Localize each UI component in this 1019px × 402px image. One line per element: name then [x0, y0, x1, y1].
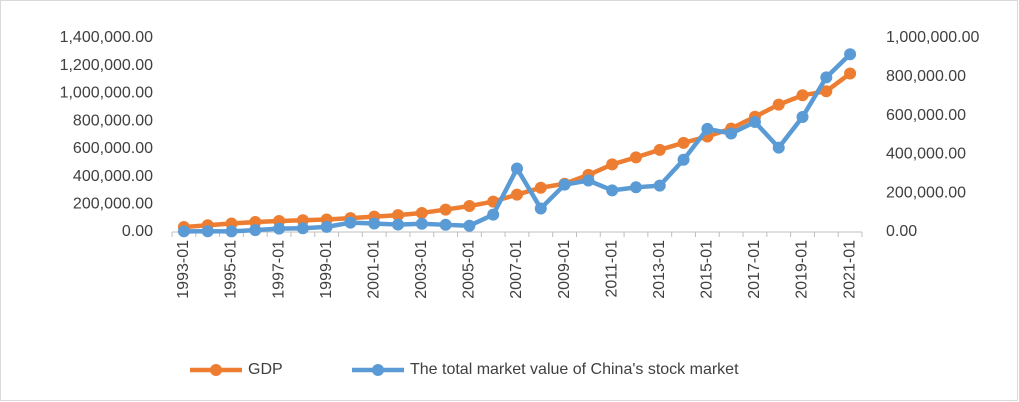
- y-tick-label: 600,000.00: [73, 140, 153, 157]
- data-point: [582, 174, 595, 187]
- data-point: [344, 216, 357, 229]
- x-tick-label: 1995-01: [223, 240, 240, 299]
- data-point: [177, 225, 190, 238]
- data-point: [844, 48, 857, 61]
- data-point: [653, 143, 666, 156]
- data-point: [415, 217, 428, 230]
- y-tick-label: 0.00: [122, 223, 153, 240]
- y2-tick-label: 400,000.00: [886, 146, 966, 163]
- data-point: [534, 181, 547, 194]
- data-point: [392, 209, 405, 222]
- data-point: [653, 179, 666, 192]
- data-point: [511, 188, 523, 201]
- y2-tick-label: 800,000.00: [886, 68, 966, 85]
- y2-tick-label: 1,000,000.00: [886, 29, 980, 46]
- data-point: [606, 184, 619, 197]
- data-point: [748, 115, 761, 128]
- data-point: [820, 71, 833, 84]
- data-point: [511, 162, 523, 175]
- y-tick-label: 800,000.00: [73, 112, 153, 129]
- data-point: [439, 218, 452, 231]
- data-point: [677, 136, 690, 149]
- x-tick-label: 2011-01: [603, 240, 620, 298]
- data-point: [796, 110, 809, 123]
- data-point: [629, 181, 642, 194]
- y-tick-label: 1,400,000.00: [60, 29, 154, 46]
- x-tick-label: 2007-01: [508, 240, 525, 299]
- x-tick-label: 1993-01: [175, 240, 192, 299]
- data-point: [820, 85, 833, 98]
- x-tick-label: 2013-01: [651, 240, 668, 299]
- data-point: [606, 158, 619, 171]
- data-point: [415, 206, 428, 219]
- data-point: [273, 222, 286, 235]
- y-tick-label: 1,000,000.00: [60, 85, 154, 102]
- data-point: [701, 122, 714, 135]
- y2-tick-label: 0.00: [886, 223, 917, 240]
- x-tick-label: 2021-01: [841, 240, 858, 299]
- data-point: [201, 225, 214, 238]
- data-point: [392, 218, 405, 231]
- data-point: [296, 222, 309, 235]
- data-point: [368, 217, 381, 230]
- data-point: [677, 153, 690, 166]
- data-point: [487, 208, 500, 221]
- data-point: [320, 220, 333, 233]
- x-tick-label: 1997-01: [270, 240, 287, 299]
- data-point: [558, 178, 571, 191]
- data-point: [463, 200, 476, 213]
- legend-marker: [210, 364, 222, 376]
- x-tick-label: 1999-01: [318, 240, 335, 299]
- data-point: [439, 203, 452, 216]
- legend-label: The total market value of China's stock …: [410, 361, 739, 378]
- data-point: [772, 98, 785, 111]
- data-point: [249, 224, 262, 237]
- x-tick-label: 2015-01: [699, 240, 716, 299]
- x-tick-label: 2009-01: [556, 240, 573, 299]
- y2-tick-label: 200,000.00: [886, 184, 966, 201]
- data-point: [725, 127, 738, 140]
- legend-label: GDP: [248, 361, 283, 378]
- data-point: [629, 151, 642, 164]
- data-point: [463, 219, 476, 232]
- x-tick-label: 2019-01: [794, 240, 811, 299]
- y-tick-label: 400,000.00: [73, 168, 153, 185]
- x-tick-label: 2001-01: [365, 240, 382, 299]
- legend-marker: [372, 364, 384, 376]
- data-point: [225, 225, 238, 238]
- x-tick-label: 2005-01: [461, 240, 478, 299]
- data-point: [796, 89, 809, 102]
- data-point: [772, 141, 785, 154]
- data-point: [844, 67, 857, 80]
- data-point: [534, 202, 547, 215]
- y-tick-label: 1,200,000.00: [60, 57, 154, 74]
- x-tick-label: 2017-01: [746, 240, 763, 299]
- y2-tick-label: 600,000.00: [886, 107, 966, 124]
- x-tick-label: 2003-01: [413, 240, 430, 299]
- y-tick-label: 200,000.00: [73, 196, 153, 213]
